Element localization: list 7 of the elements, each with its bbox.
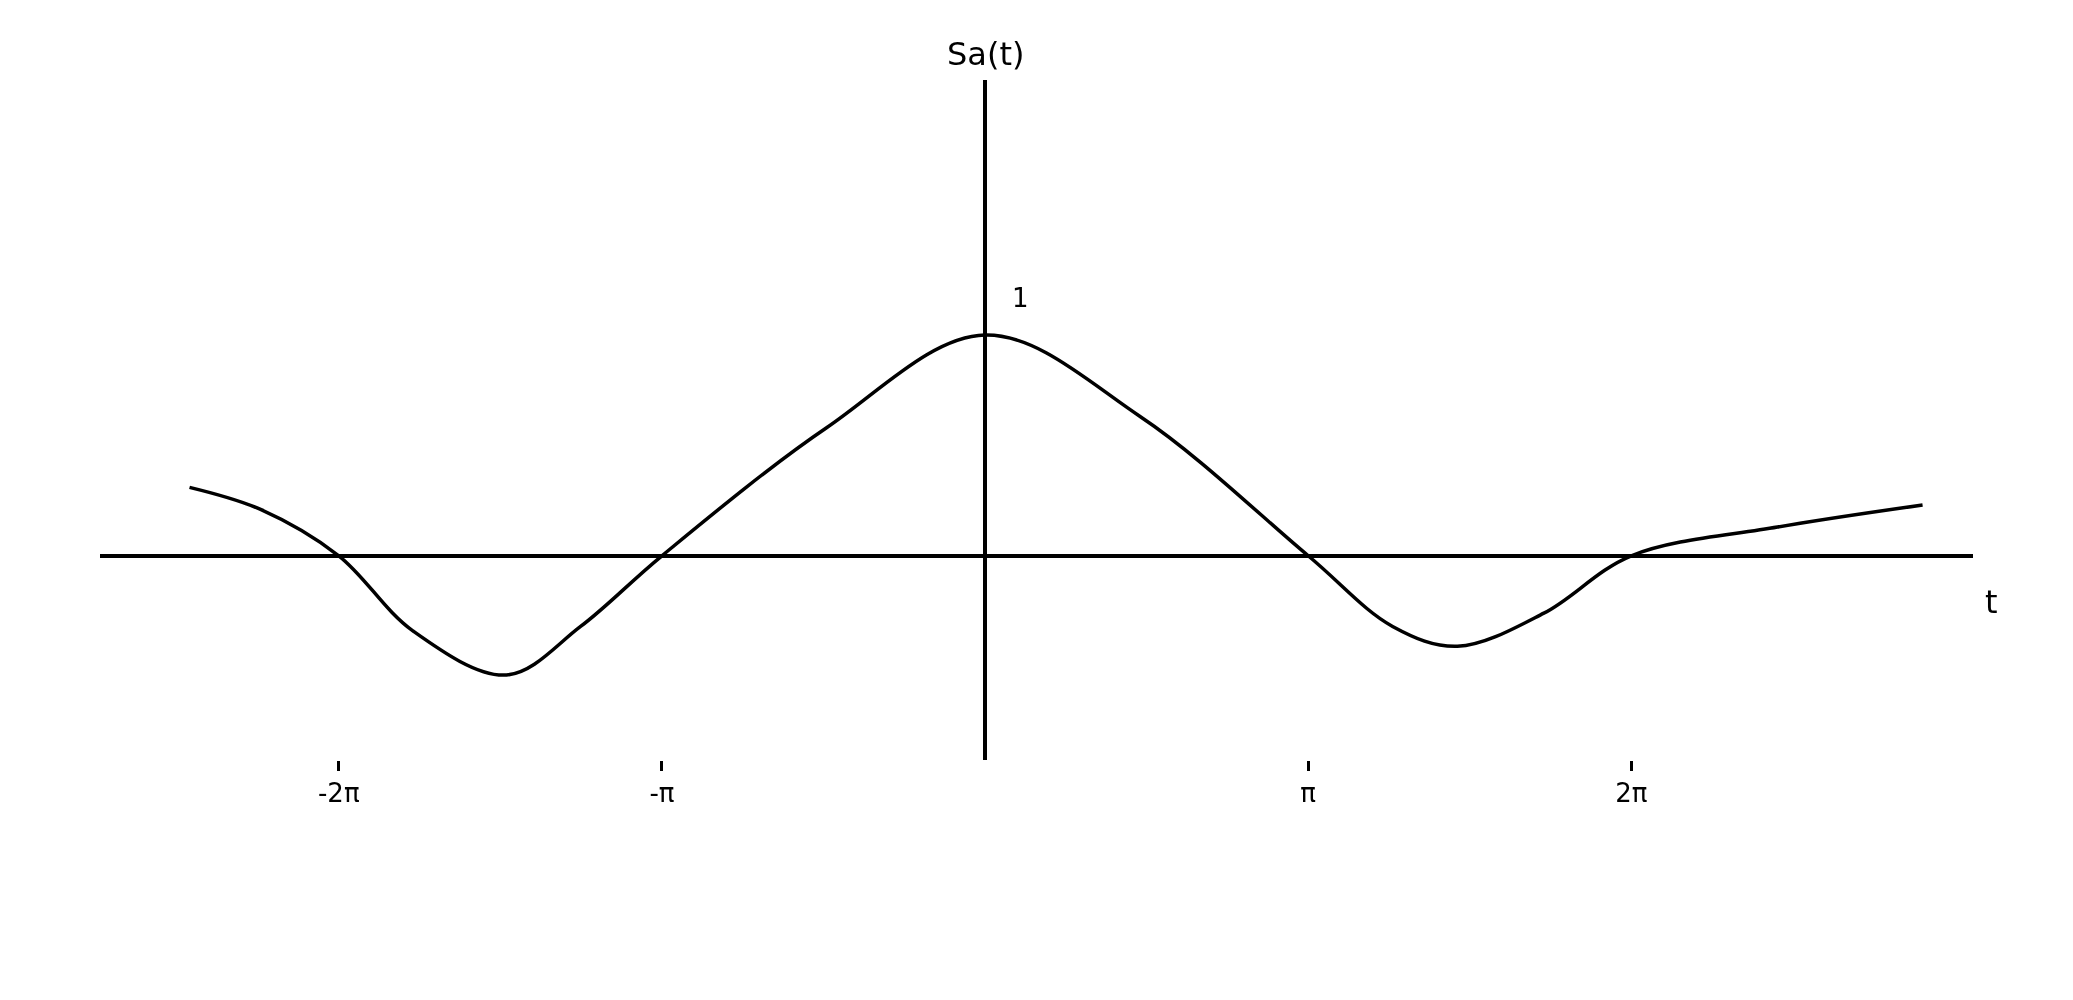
x-tick-label: 2π	[1615, 778, 1648, 809]
x-axis-title: t	[1985, 583, 1998, 621]
x-tick-label: -π	[649, 778, 675, 809]
annotation: 1	[1012, 283, 1029, 313]
x-tick-label: π	[1300, 778, 1317, 809]
x-tick-label: -2π	[317, 778, 360, 809]
text: Sa(t)	[947, 35, 1025, 73]
